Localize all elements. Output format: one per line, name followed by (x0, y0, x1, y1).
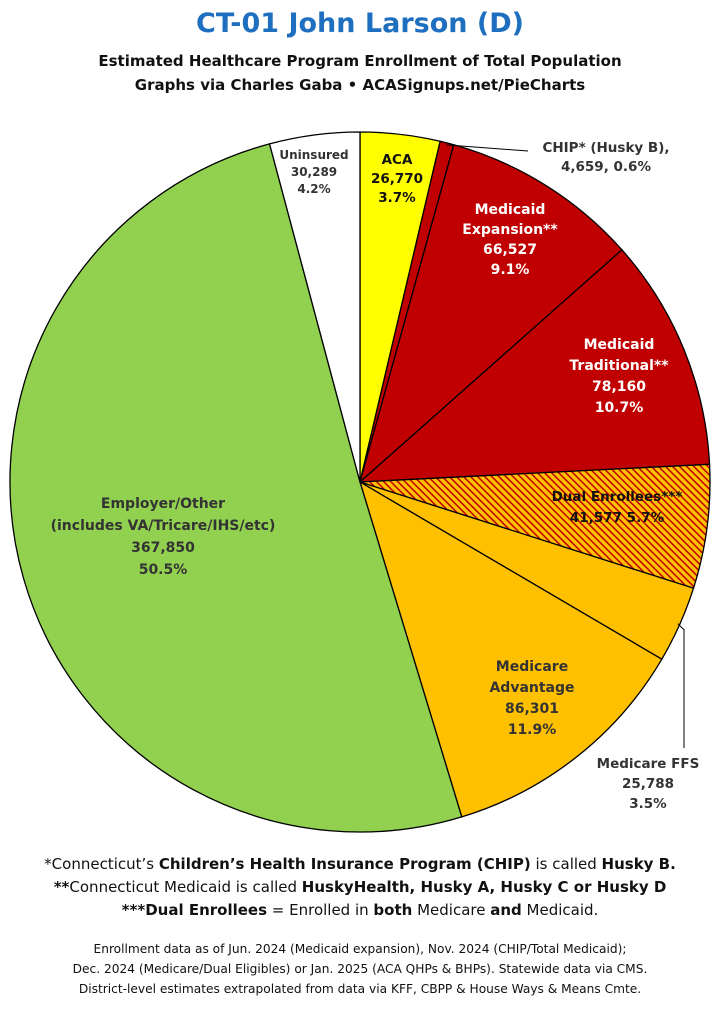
footnote-text: Medicaid. (521, 901, 599, 919)
slice-label-employer-other: (includes VA/Tricare/IHS/etc) (51, 518, 276, 534)
slice-label-medicaid-expansion: Medicaid (475, 202, 546, 218)
footnote-text: both (373, 901, 413, 919)
slice-label-dual-enrollees: 41,577 5.7% (570, 510, 665, 526)
slice-label-medicaid-expansion: 9.1% (491, 262, 530, 278)
source-line-1: Enrollment data as of Jun. 2024 (Medicai… (93, 942, 627, 956)
slice-label-uninsured: 30,289 (291, 165, 337, 179)
slice-label-medicare-advantage: 86,301 (505, 701, 559, 717)
pie-slice-uninsured (268, 131, 361, 483)
slice-label-employer-other: 367,850 (131, 540, 195, 556)
pie-slice-employer-other (9, 143, 463, 833)
footnote-text: = Enrolled in (267, 901, 374, 919)
slice-label-medicare-ffs: 3.5% (629, 796, 667, 812)
slice-label-medicaid-traditional: 10.7% (595, 400, 644, 416)
slice-label-medicare-advantage: Advantage (489, 680, 574, 696)
slice-label-chip: 4,659, 0.6% (561, 159, 651, 175)
slice-label-employer-other: Employer/Other (101, 496, 225, 512)
slice-label-medicare-advantage: 11.9% (508, 722, 557, 738)
footnote-text: ** (53, 878, 70, 896)
source-line-3: District-level estimates extrapolated fr… (78, 982, 642, 996)
slice-label-employer-other: 50.5% (139, 562, 188, 578)
slice-label-medicare-ffs: 25,788 (622, 776, 674, 792)
slice-label-medicaid-expansion: 66,527 (483, 242, 537, 258)
pie-slice-medicare-advantage (358, 480, 663, 818)
slice-label-dual-enrollees: Dual Enrollees*** (552, 489, 683, 505)
footnote-text: Children’s Health Insurance Program (CHI… (158, 855, 531, 873)
chart-credit: Graphs via Charles Gaba • ACASignups.net… (134, 76, 586, 94)
pie-chart: ACA 26,770 3.7% CHIP* (Husky B), 4,659, 0.6%… (9, 131, 711, 833)
slice-label-medicaid-expansion: Expansion** (462, 222, 558, 238)
footnote-text: HuskyHealth, Husky A, Husky C or Husky D (301, 878, 667, 896)
leader-line-chip (446, 144, 529, 152)
slice-label-aca: 3.7% (378, 190, 416, 206)
footnote-text: ***Dual Enrollees (121, 901, 268, 919)
source-line-2: Dec. 2024 (Medicare/Dual Eligibles) or J… (72, 962, 648, 976)
slice-label-medicaid-traditional: 78,160 (592, 379, 646, 395)
slice-label-aca: 26,770 (371, 171, 423, 187)
slice-label-medicaid-traditional: Traditional** (569, 358, 669, 374)
slice-label-aca: ACA (382, 152, 413, 168)
footnote-text: Medicare (412, 901, 491, 919)
slice-label-uninsured: Uninsured (279, 148, 348, 162)
pie-slice-medicaid-expansion (358, 143, 623, 484)
footnote-medicaid: **Connecticut Medicaid is called HuskyHe… (0, 878, 720, 896)
slice-label-uninsured: 4.2% (297, 182, 330, 196)
footnote-text: Husky B. (601, 855, 676, 873)
slice-label-medicaid-traditional: Medicaid (584, 337, 655, 353)
footnote-text: *Connecticut’s (44, 855, 159, 873)
slice-label-chip: CHIP* (Husky B), (542, 140, 669, 156)
chart-title: CT-01 John Larson (D) (196, 8, 524, 39)
footnote-text: and (490, 901, 522, 919)
slice-label-medicare-ffs: Medicare FFS (597, 756, 700, 772)
footnote-text: Connecticut Medicaid is called (69, 878, 302, 896)
footnote-chip: *Connecticut’s Children’s Health Insuran… (0, 855, 720, 873)
pie-slice-medicaid-traditional (358, 248, 711, 483)
pie-slice-dual-enrollees (359, 463, 711, 590)
slice-label-medicare-advantage: Medicare (496, 659, 568, 675)
footnote-dual: ***Dual Enrollees = Enrolled in both Med… (0, 901, 720, 919)
leader-line-medicare-ffs (677, 623, 685, 748)
footnote-text: is called (530, 855, 602, 873)
chart-subtitle: Estimated Healthcare Program Enrollment … (98, 52, 622, 70)
